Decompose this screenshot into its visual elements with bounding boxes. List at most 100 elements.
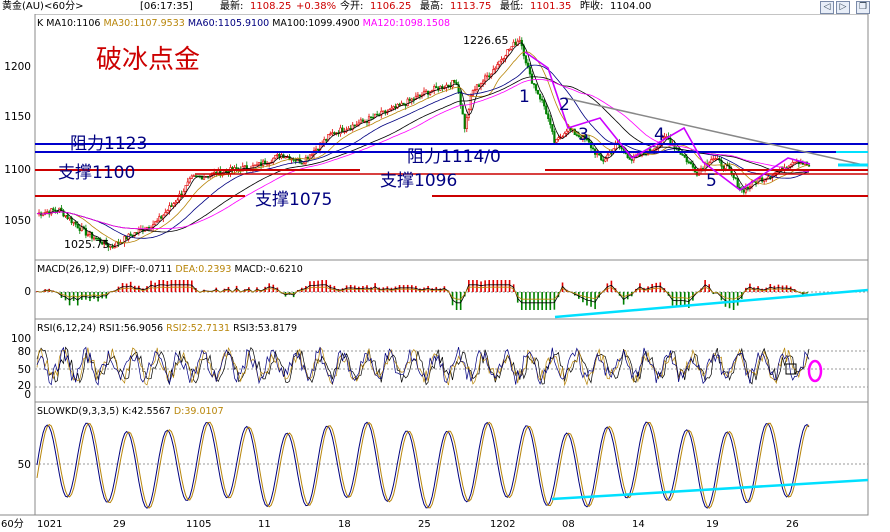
macd-bar [358, 286, 360, 292]
candle-body [714, 158, 717, 161]
macd-bar [488, 280, 491, 292]
support-1100-label: 支撑1100 [58, 163, 135, 183]
macd-bar [492, 280, 495, 292]
wave-2-label: 2 [559, 95, 570, 115]
candle-body [414, 95, 417, 100]
candle-body [435, 86, 438, 89]
macd-bar [504, 280, 507, 292]
macd-bar [370, 287, 372, 292]
low-point-label: 1025.75 [64, 238, 110, 251]
candle-body [433, 86, 436, 91]
candle-body [359, 119, 362, 124]
candle-body [736, 178, 739, 188]
macd-bar [317, 280, 319, 292]
candle-body [579, 136, 582, 140]
macd-legend-item-1: DIFF:-0.0711 [112, 264, 175, 275]
macd-bar [89, 292, 91, 302]
macd-bar [182, 280, 185, 292]
macd-bar [435, 286, 438, 292]
candle-body [465, 117, 468, 129]
candle-body [380, 110, 383, 116]
candle-body [113, 246, 116, 249]
candle-body [514, 41, 517, 46]
rsi-legend: RSI(6,12,24) RSI1:56.9056 RSI2:52.7131 R… [37, 323, 297, 334]
macd-bar [235, 285, 238, 292]
candle-body [367, 116, 371, 123]
candle-body [748, 186, 752, 188]
candle-body [761, 177, 764, 182]
candle-body [416, 94, 420, 97]
candle-body [323, 139, 326, 144]
candle-body [60, 207, 63, 211]
candle-body [536, 90, 540, 95]
macd-bar [117, 286, 120, 292]
rsi-tick-50: 50 [18, 364, 31, 376]
candle-body [604, 158, 607, 162]
candle-body [691, 163, 694, 168]
x-tick-19: 19 [706, 519, 719, 530]
low-value: 1101.35 [530, 1, 572, 12]
candle-body [266, 163, 269, 166]
macd-bar [777, 284, 780, 292]
candle-body [775, 171, 778, 174]
macd-bar [170, 280, 173, 292]
candle-body [628, 157, 631, 160]
candle-body [168, 205, 171, 211]
macd-bar [529, 292, 531, 310]
candle-body [687, 161, 690, 164]
macd-diff-line [36, 284, 808, 304]
candle-body [793, 161, 796, 164]
price-tick-1150: 1150 [4, 111, 31, 123]
macd-bar [125, 283, 128, 292]
candle-body [172, 203, 175, 207]
candle-body [158, 216, 161, 222]
macd-bar [728, 292, 731, 309]
candle-body [156, 220, 159, 223]
candle-body [498, 60, 501, 65]
kd-legend-item-0: SLOWKD(9,3,3,5) [37, 406, 122, 417]
candle-body [418, 94, 422, 97]
candle-body [475, 84, 479, 90]
time-label: [06:17:35] [140, 1, 193, 12]
macd-bar [264, 286, 266, 292]
rsi-tick-20: 20 [18, 380, 31, 392]
candle-body [376, 113, 379, 116]
candle-body [630, 159, 633, 161]
macd-bar [85, 292, 87, 300]
macd-bar [647, 286, 649, 292]
macd-bar [427, 285, 429, 292]
scroll-left-icon[interactable]: ◁ [820, 1, 834, 14]
candle-body [178, 193, 181, 201]
candle-body [585, 138, 589, 141]
prev-close-label: 昨收: [580, 1, 604, 12]
macd-bar [590, 292, 592, 307]
candle-body [484, 75, 487, 82]
support-1075-label: 支撑1075 [255, 190, 332, 210]
macd-bar [138, 285, 140, 292]
macd-bar [166, 280, 169, 292]
x-tick-26: 26 [786, 519, 799, 530]
candle-body [447, 84, 450, 87]
chart-svg: K MA10:1106 MA30:1107.9533 MA60:1105.910… [0, 14, 869, 530]
candle-body [243, 165, 246, 167]
high-value: 1113.75 [450, 1, 492, 12]
restore-window-icon[interactable]: ❐ [856, 1, 870, 14]
candle-body [500, 59, 503, 62]
candle-body [160, 216, 163, 219]
kd-trend-line [551, 478, 869, 501]
candle-body [469, 95, 472, 110]
macd-bar [610, 280, 613, 292]
candle-body [534, 84, 538, 91]
macd-bar [97, 292, 99, 302]
wave-5-label: 5 [706, 171, 717, 191]
candle-body [759, 177, 762, 180]
x-tick-1105: 1105 [186, 519, 211, 530]
candle-body [294, 160, 297, 162]
scroll-right-icon[interactable]: ▷ [836, 1, 850, 14]
macd-bar [476, 280, 478, 292]
macd-bar [541, 292, 543, 310]
candle-body [129, 233, 132, 236]
candle-body [194, 175, 197, 177]
x-tick-08: 08 [562, 519, 575, 530]
macd-bar [451, 292, 454, 306]
